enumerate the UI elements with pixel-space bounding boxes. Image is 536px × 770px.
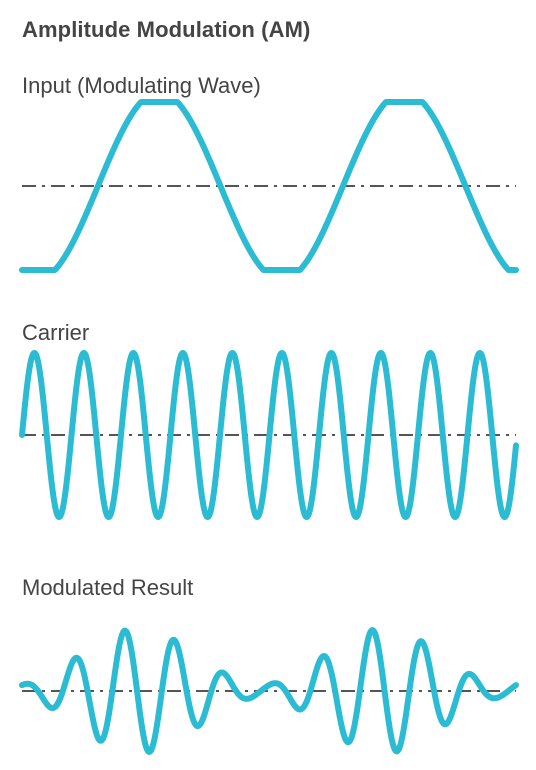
modulated-wave <box>19 627 519 755</box>
input-wave-panel <box>19 99 519 273</box>
carrier-wave <box>19 350 519 520</box>
carrier-wave-panel <box>19 350 519 520</box>
modulated-result-label: Modulated Result <box>22 575 194 600</box>
carrier-label: Carrier <box>22 320 90 345</box>
input-wave-label: Input (Modulating Wave) <box>22 73 261 98</box>
modulated-result-panel <box>19 627 519 755</box>
diagram-title: Amplitude Modulation (AM) <box>22 17 311 42</box>
modulating-wave <box>19 99 519 273</box>
